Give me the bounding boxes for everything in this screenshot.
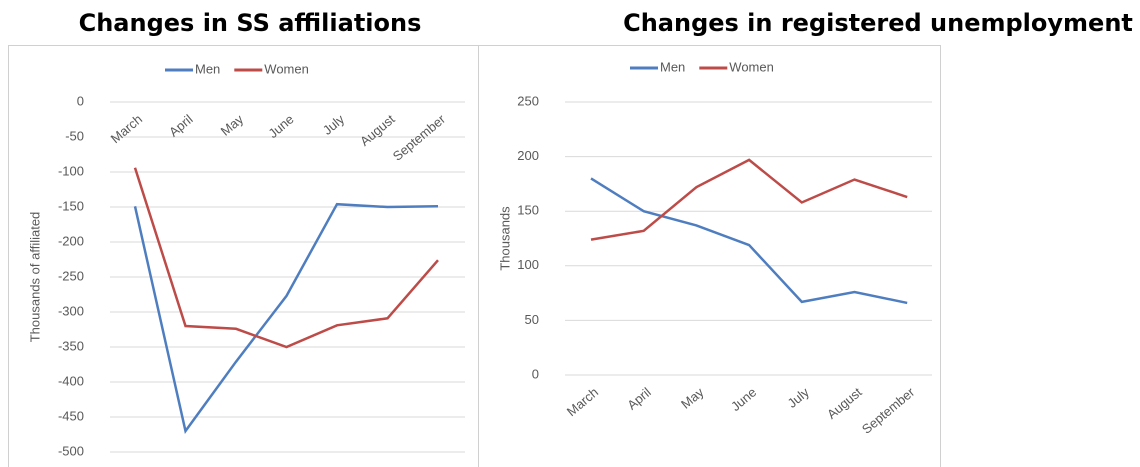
chart-title: Changes in SS affiliations [79, 9, 422, 37]
line-series [133, 202, 439, 434]
panel-frame [478, 45, 941, 467]
y-tick-label: -250 [58, 268, 84, 283]
y-tick-label: 100 [517, 257, 539, 272]
y-tick-label: -50 [65, 128, 84, 143]
x-tick-label: August [824, 384, 865, 422]
y-tick-label: -400 [58, 373, 84, 388]
legend-label: Women [264, 61, 309, 76]
y-tick-label: 200 [517, 148, 539, 163]
x-tick-label: July [785, 384, 813, 411]
line-series [133, 167, 439, 349]
legend-label: Women [729, 59, 774, 74]
x-tick-label: July [320, 111, 348, 138]
y-tick-label: -300 [58, 303, 84, 318]
line-series [590, 158, 908, 241]
y-tick-label: -150 [58, 198, 84, 213]
x-tick-label: August [357, 111, 398, 149]
x-tick-label: March [564, 384, 601, 419]
y-tick-label: -450 [58, 408, 84, 423]
y-tick-label: -200 [58, 233, 84, 248]
y-tick-label: -500 [58, 443, 84, 458]
y-tick-label: 150 [517, 203, 539, 218]
x-tick-label: May [218, 111, 247, 139]
y-axis-label: Thousands of affiliated [27, 212, 42, 343]
chart-title: Changes in registered unemployment [623, 9, 1133, 37]
y-tick-label: 0 [532, 366, 539, 381]
line-series [590, 177, 908, 305]
legend-label: Men [660, 59, 685, 74]
y-tick-label: -100 [58, 163, 84, 178]
x-tick-label: March [108, 111, 145, 146]
x-tick-label: April [166, 111, 196, 139]
y-tick-label: 250 [517, 93, 539, 108]
x-tick-label: June [728, 384, 759, 414]
y-tick-label: -350 [58, 338, 84, 353]
x-tick-label: September [859, 384, 918, 437]
y-tick-label: 50 [525, 312, 539, 327]
legend-label: Men [195, 61, 220, 76]
y-tick-label: 0 [77, 93, 84, 108]
x-tick-label: May [678, 384, 707, 412]
x-tick-label: April [624, 384, 654, 412]
y-axis-label: Thousands [497, 206, 512, 271]
panel-frame [8, 45, 479, 467]
